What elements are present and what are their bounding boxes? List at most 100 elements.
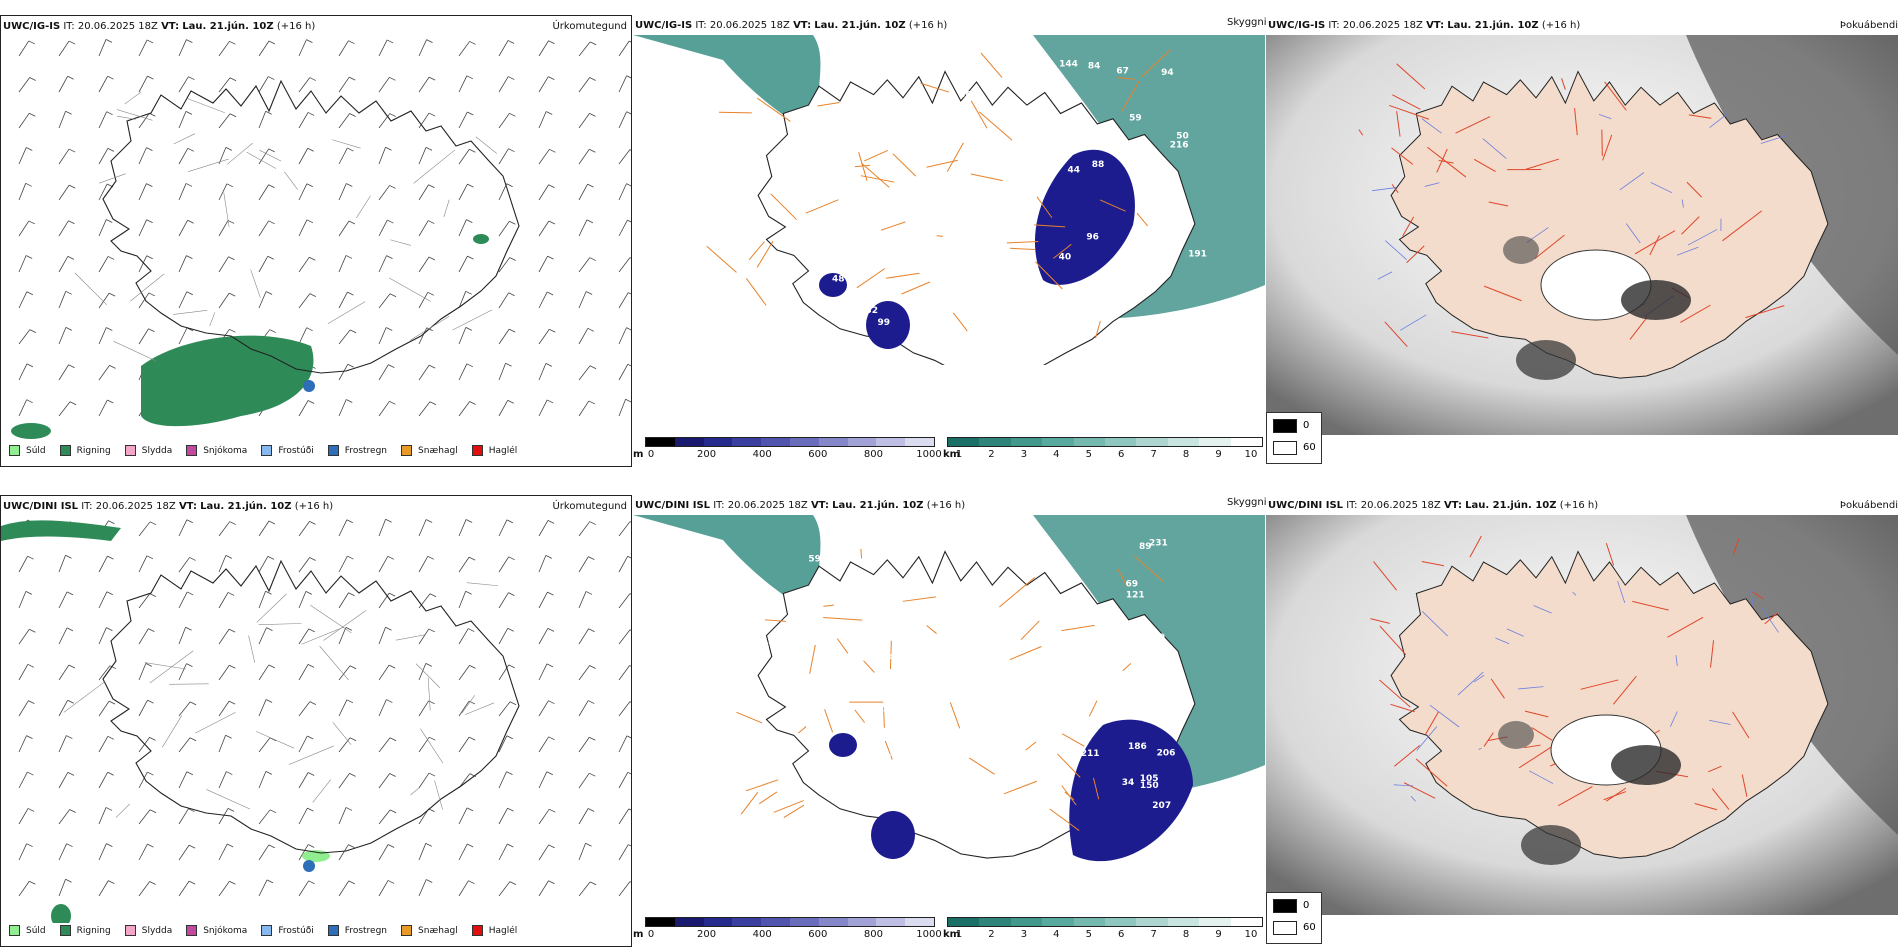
legend-swatch [186, 925, 198, 936]
coastline [1390, 550, 1829, 859]
snow-depth-label: 88 [1092, 160, 1105, 170]
snow-depth-label: 70 [1148, 215, 1161, 225]
legend-label: Frostregn [344, 925, 388, 936]
colorbar-cells [947, 917, 1263, 927]
colorbar-tick: 4 [1053, 929, 1060, 940]
fog-legend-swatch [1273, 419, 1297, 433]
colorbar-tick: 9 [1215, 929, 1222, 940]
colorbar-tick: 4 [1053, 449, 1060, 460]
colorbar-tick: 400 [752, 929, 772, 940]
legend-item: Snæhagl [401, 925, 458, 936]
colorbar-cell [1136, 918, 1168, 926]
snow-depth-label: 176 [843, 97, 862, 107]
legend-swatch [9, 445, 20, 456]
colorbar-tick: 200 [697, 929, 717, 940]
legend-item: Frostregn [327, 445, 387, 456]
colorbar-tick: 3 [1020, 929, 1028, 940]
colorbar-cells [947, 437, 1263, 447]
colorbar-tick: 200 [697, 449, 717, 460]
colorbar-tick: 800 [863, 449, 883, 460]
colorbar-cell [703, 918, 733, 926]
legend-item: Snjókoma [186, 925, 247, 936]
colorbar-tick: 400 [752, 449, 772, 460]
snow-depth-label: 152 [873, 753, 892, 763]
colorbar-cell [1010, 918, 1043, 926]
iceland-fog-map [1266, 35, 1898, 435]
legend-item: Haglél [471, 925, 517, 936]
legend-swatch [59, 445, 71, 456]
colorbar-cell [1042, 918, 1074, 926]
snow-depth-label: 59 [808, 554, 821, 564]
snow-depth-label: 181 [1118, 655, 1137, 665]
snow-depth-area [1034, 149, 1135, 285]
roads [74, 91, 498, 362]
fog-index-map-row2: UWC/DINI ISL IT: 20.06.2025 18Z VT: Lau.… [1266, 495, 1898, 947]
map-header: UWC/DINI ISL IT: 20.06.2025 18Z VT: Lau.… [635, 500, 966, 511]
snow-depth-label: 94 [1161, 68, 1174, 78]
fog-legend: 0 60 [1266, 892, 1322, 944]
fog-legend-label: 60 [1303, 442, 1316, 453]
colorbar-cell [876, 438, 906, 446]
legend-label: Haglél [488, 445, 518, 456]
legend-swatch [124, 925, 136, 936]
legend-item: Súld [9, 445, 46, 456]
colorbar-cell [1230, 918, 1263, 926]
iceland-snow-map: 186 144 211 181 59 47 79 152 120 105 274 89 69 96 207 2… [633, 515, 1265, 862]
colorbar-unit: km [943, 449, 961, 460]
snow-depth-label: 207 [1152, 801, 1171, 811]
colorbar-cell [1199, 438, 1231, 446]
snow-depth-label: 335 [844, 227, 863, 237]
colorbar-tick: 8 [1182, 929, 1190, 940]
snow-depth-label: 96 [959, 91, 972, 101]
map-header: UWC/IG-IS IT: 20.06.2025 18Z VT: Lau. 21… [3, 21, 316, 32]
fog-index-map-row1: UWC/IG-IS IT: 20.06.2025 18Z VT: Lau. 21… [1266, 15, 1898, 467]
colorbar-tick: 1000 [916, 929, 942, 940]
legend-label: Súld [26, 445, 46, 456]
legend-item: Rigning [59, 445, 111, 456]
legend-item: Snjókoma [186, 445, 247, 456]
precip-legend: Súld Rigning Slydda Snjókoma Frostúði Frostre… [7, 923, 534, 938]
snow-depth-label: 84 [1088, 62, 1101, 72]
snow-depth-label: 121 [1126, 590, 1145, 600]
legend-label: Snæhagl [418, 445, 458, 456]
freezing-rain-area [303, 380, 315, 392]
colorbar-cell [1167, 918, 1200, 926]
snow-depth-label: 295 [870, 705, 889, 715]
snow-depth-label: 54 [834, 820, 847, 830]
rain-area [1, 520, 121, 541]
snow-depth-label: 96 [757, 642, 770, 652]
colorbar-tick: 1000 [916, 449, 942, 460]
snow-depth-label: 79 [1153, 633, 1166, 643]
colorbar-tick: 6 [1118, 449, 1125, 460]
colorbar-cell [948, 438, 980, 446]
legend-swatch [401, 445, 413, 456]
coastline [757, 70, 1196, 365]
legend-label: Rigning [76, 925, 111, 936]
colorbar-cells [645, 917, 935, 927]
roads [706, 49, 1171, 339]
map-title: Úrkomutegund [552, 21, 627, 32]
colorbar-cell [1042, 438, 1074, 446]
map-title: Þokuábendi [1839, 20, 1898, 31]
roads [63, 582, 499, 818]
colorbar-tick: 1 [955, 449, 963, 460]
fog-legend-swatch [1273, 921, 1297, 935]
colorbar-cell [1105, 918, 1137, 926]
colorbar-tick: 7 [1150, 929, 1157, 940]
legend-swatch [327, 925, 339, 936]
colorbar-tick: 3 [1020, 449, 1028, 460]
colorbar-cell [876, 918, 906, 926]
colorbar-cell [979, 438, 1011, 446]
map-header: UWC/IG-IS IT: 20.06.2025 18Z VT: Lau. 21… [1268, 20, 1581, 31]
map-title: Skyggni [1227, 17, 1267, 28]
snow-depth-label: 99 [877, 318, 890, 328]
legend-swatch [471, 445, 483, 456]
snow-depth-label: 231 [1149, 539, 1168, 549]
precip-type-map-row2: UWC/DINI ISL IT: 20.06.2025 18Z VT: Lau.… [0, 495, 632, 947]
snow-depth-label: 71 [873, 162, 886, 172]
legend-swatch [59, 925, 71, 936]
snow-depth-label: 205 [918, 542, 937, 552]
legend-label: Snæhagl [418, 925, 458, 936]
legend-swatch [9, 925, 20, 936]
iceland-fog-map [1266, 515, 1898, 915]
